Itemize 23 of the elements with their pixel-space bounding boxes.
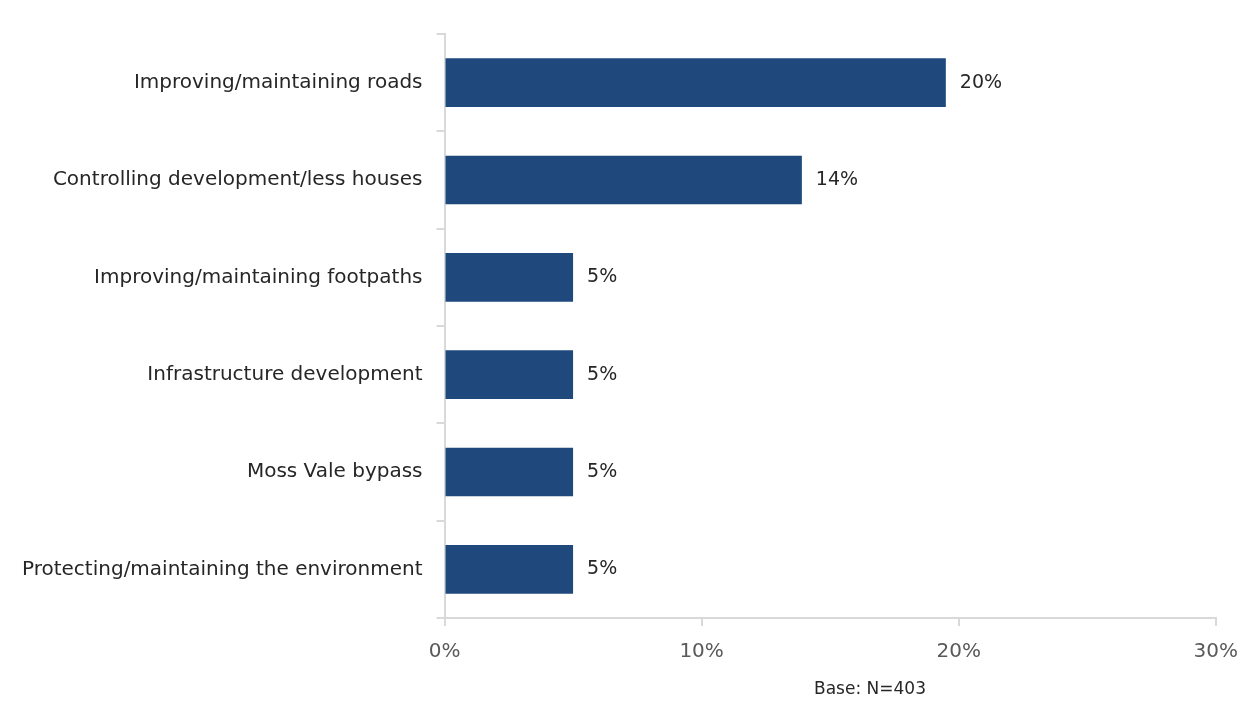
bar (445, 58, 946, 107)
data-label: 20% (959, 69, 1003, 92)
y-tick-label: Improving/maintaining footpaths (94, 263, 423, 288)
y-tick-label: Controlling development/less houses (52, 166, 423, 191)
y-tick-label: Moss Vale bypass (246, 458, 423, 483)
text: Base: N=403 (813, 678, 927, 698)
bar (445, 447, 574, 497)
data-label: 14% (815, 166, 859, 189)
data-label: 5% (587, 264, 618, 287)
x-tick-label: 10% (679, 638, 724, 663)
bar (445, 253, 574, 302)
data-label: 5% (587, 361, 618, 384)
data-label: 5% (587, 556, 618, 579)
y-tick-label: Infrastructure development (147, 360, 423, 385)
x-tick-label: 30% (1193, 638, 1238, 663)
y-tick-label: Improving/maintaining roads (133, 68, 423, 93)
bar (445, 350, 574, 399)
y-tick-label: Protecting/maintaining the environment (21, 555, 423, 580)
data-label: 5% (587, 458, 618, 481)
x-tick-label: 0% (428, 638, 461, 663)
bar (445, 155, 802, 205)
x-tick-label: 20% (936, 638, 981, 663)
bar (445, 545, 574, 594)
